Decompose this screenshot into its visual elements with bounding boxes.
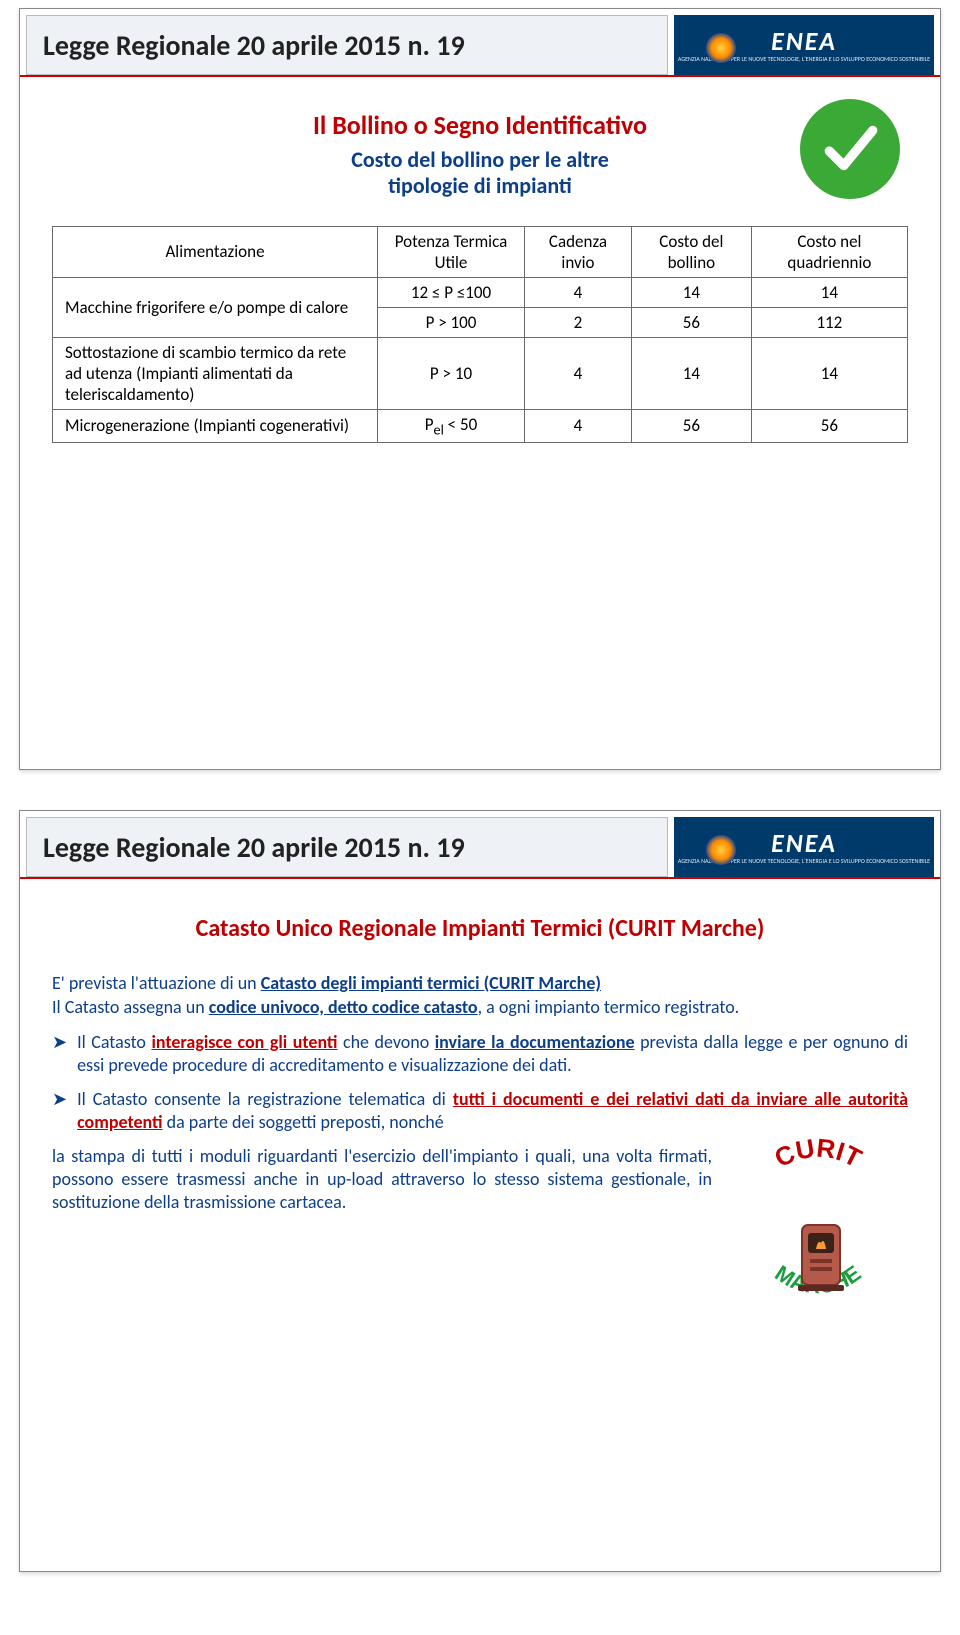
- cell: 12 ≤ P ≤100: [378, 277, 525, 307]
- cell: 14: [631, 277, 751, 307]
- enea-word: ENEA: [771, 830, 837, 856]
- cell: 112: [751, 307, 907, 337]
- cell: Pel < 50: [378, 409, 525, 442]
- row-label: Sottostazione di scambio termico da rete…: [53, 337, 378, 409]
- col-potenza: Potenza Termica Utile: [378, 226, 525, 277]
- sun-icon: [706, 835, 736, 865]
- slide-header: Legge Regionale 20 aprile 2015 n. 19 ENE…: [20, 9, 940, 77]
- slide-2-title: Catasto Unico Regionale Impianti Termici…: [52, 913, 908, 944]
- stove-icon: [796, 1215, 846, 1293]
- curit-marche-logo: CURIT MARCHE: [728, 1145, 908, 1305]
- slide-1-title: Il Bollino o Segno Identificativo: [52, 109, 908, 141]
- bullet-arrow-icon: ➤: [52, 1031, 67, 1078]
- slide-2: Legge Regionale 20 aprile 2015 n. 19 ENE…: [19, 810, 941, 1572]
- col-alimentazione: Alimentazione: [53, 226, 378, 277]
- table-row: Macchine frigorifere e/o pompe di calore…: [53, 277, 908, 307]
- cell: P > 100: [378, 307, 525, 337]
- svg-text:CURIT: CURIT: [770, 1135, 867, 1173]
- law-title: Legge Regionale 20 aprile 2015 n. 19: [26, 15, 668, 75]
- cell: 4: [525, 409, 632, 442]
- enea-word: ENEA: [771, 28, 837, 54]
- cell: 56: [631, 307, 751, 337]
- cost-table: Alimentazione Potenza Termica Utile Cade…: [52, 226, 908, 443]
- table-row: Microgenerazione (Impianti cogenerativi)…: [53, 409, 908, 442]
- cell: 2: [525, 307, 632, 337]
- slide-1-subtitle: Costo del bollino per le altre tipologie…: [52, 147, 908, 200]
- col-costo-quad: Costo nel quadriennio: [751, 226, 907, 277]
- slide-1: Legge Regionale 20 aprile 2015 n. 19 ENE…: [19, 8, 941, 770]
- cell: 4: [525, 277, 632, 307]
- law-title: Legge Regionale 20 aprile 2015 n. 19: [26, 817, 668, 877]
- lower-text: la stampa di tutti i moduli riguardanti …: [52, 1145, 712, 1215]
- sun-icon: [706, 33, 736, 63]
- cell: 14: [631, 337, 751, 409]
- row-label: Microgenerazione (Impianti cogenerativi): [53, 409, 378, 442]
- cell: 14: [751, 277, 907, 307]
- table-header-row: Alimentazione Potenza Termica Utile Cade…: [53, 226, 908, 277]
- slide-2-content: Catasto Unico Regionale Impianti Termici…: [20, 879, 940, 1337]
- enea-logo: ENEA AGENZIA NAZIONALE PER LE NUOVE TECN…: [674, 15, 934, 75]
- cell: 56: [631, 409, 751, 442]
- cell: 4: [525, 337, 632, 409]
- subtitle-line2: tipologie di impianti: [388, 172, 572, 199]
- intro-paragraph: E' prevista l'attuazione di un Catasto d…: [52, 972, 908, 1019]
- bullet-2: ➤ Il Catasto consente la registrazione t…: [52, 1088, 908, 1135]
- row-label: Macchine frigorifere e/o pompe di calore: [53, 277, 378, 337]
- cell: 14: [751, 337, 907, 409]
- lower-section: la stampa di tutti i moduli riguardanti …: [52, 1145, 908, 1305]
- col-cadenza: Cadenza invio: [525, 226, 632, 277]
- bullet-1: ➤ Il Catasto interagisce con gli utenti …: [52, 1031, 908, 1078]
- enea-logo: ENEA AGENZIA NAZIONALE PER LE NUOVE TECN…: [674, 817, 934, 877]
- col-costo-bollino: Costo del bollino: [631, 226, 751, 277]
- table-row: Sottostazione di scambio termico da rete…: [53, 337, 908, 409]
- bullet-arrow-icon: ➤: [52, 1088, 67, 1135]
- subtitle-line1: Costo del bollino per le altre: [351, 146, 609, 173]
- cell: P > 10: [378, 337, 525, 409]
- check-badge-icon: [800, 99, 900, 199]
- bullet-list: ➤ Il Catasto interagisce con gli utenti …: [52, 1031, 908, 1135]
- slide-header: Legge Regionale 20 aprile 2015 n. 19 ENE…: [20, 811, 940, 879]
- cell: 56: [751, 409, 907, 442]
